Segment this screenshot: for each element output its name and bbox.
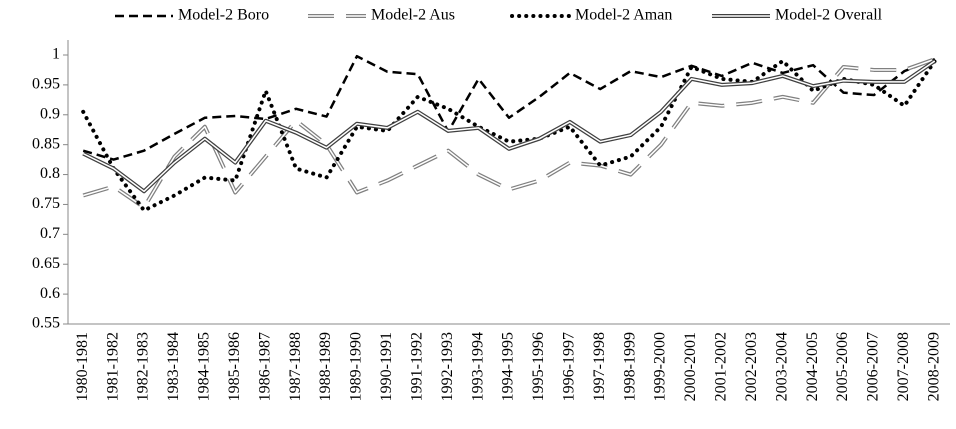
y-tick-label: 0.65 (32, 255, 60, 272)
y-tick-label: 0.9 (40, 105, 60, 122)
y-tick-label: 0.55 (32, 315, 60, 332)
x-tick-label: 2008-2009 (925, 332, 942, 401)
x-tick-label: 2004-2005 (804, 332, 821, 401)
y-tick-label: 0.7 (40, 225, 60, 242)
series-line-inner (82, 60, 936, 193)
x-tick-label: 1984-1985 (196, 332, 213, 401)
x-tick-label: 1993-1994 (469, 332, 486, 401)
x-tick-label: 2005-2006 (834, 332, 851, 401)
x-tick-label: 1997-1998 (591, 332, 608, 401)
x-tick-label: 1998-1999 (621, 332, 638, 401)
y-tick-label: 0.85 (32, 135, 60, 152)
x-tick-label: 1999-2000 (652, 332, 669, 401)
x-tick-label: 1994-1995 (500, 332, 517, 401)
series-line (82, 57, 936, 210)
x-tick-label: 1983-1984 (165, 332, 182, 401)
x-tick-label: 1981-1982 (104, 332, 121, 401)
x-tick-label: 2007-2008 (895, 332, 912, 401)
series-line (81, 58, 937, 213)
legend-label: Model-2 Aman (575, 7, 672, 24)
y-tick-label: 0.8 (40, 165, 60, 182)
x-tick-label: 1985-1986 (226, 332, 243, 401)
y-tick-label: 0.75 (32, 195, 60, 212)
x-tick-label: 1982-1983 (135, 332, 152, 401)
x-tick-label: 1991-1992 (408, 332, 425, 401)
x-tick-label: 2001-2002 (713, 332, 730, 401)
legend-label: Model-2 Overall (775, 7, 883, 24)
x-tick-label: 1988-1989 (317, 332, 334, 401)
series-line (82, 54, 936, 161)
x-tick-label: 2003-2004 (773, 332, 790, 401)
x-tick-label: 1995-1996 (530, 332, 547, 401)
x-tick-label: 2006-2007 (865, 332, 882, 401)
x-tick-label: 2000-2001 (682, 332, 699, 401)
legend-label: Model-2 Boro (178, 7, 269, 24)
series-line-inner (82, 58, 936, 209)
x-tick-label: 1996-1997 (560, 332, 577, 401)
x-tick-label: 1989-1990 (348, 332, 365, 401)
y-tick-label: 0.95 (32, 76, 60, 93)
y-tick-label: 1 (52, 46, 60, 63)
legend-label: Model-2 Aus (371, 7, 455, 24)
y-tick-label: 0.6 (40, 285, 60, 302)
x-tick-label: 1986-1987 (256, 332, 273, 401)
x-tick-label: 1987-1988 (287, 332, 304, 401)
series-line (82, 59, 936, 194)
x-tick-label: 1992-1993 (439, 332, 456, 401)
x-tick-label: 1990-1991 (378, 332, 395, 401)
x-tick-label: 1980-1981 (74, 332, 91, 401)
x-tick-label: 2002-2003 (743, 332, 760, 401)
